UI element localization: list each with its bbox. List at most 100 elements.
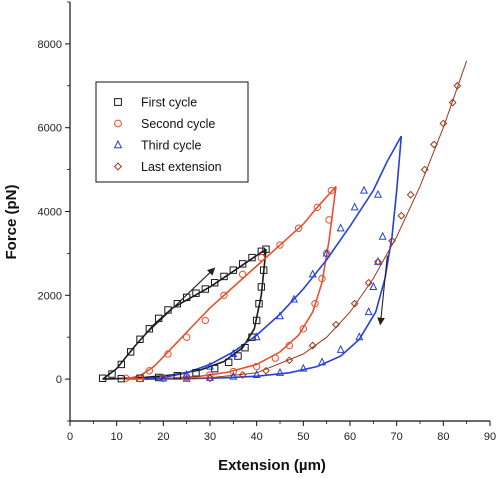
data-point-triangle [322,248,331,257]
legend-marker [114,98,122,106]
data-point-square [117,360,126,369]
data-point-square [259,266,268,274]
fit-curve-retract [144,136,403,380]
data-point-circle [145,367,154,375]
data-point-triangle [275,367,285,376]
legend-marker [114,119,122,128]
axes: 0 10 20 30 40 50 60 70 80 90 0 2000 4000 6000 8000 [38,1,496,443]
legend-label: Third cycle [141,139,201,153]
fit-curve-retract [125,186,337,380]
data-point-triangle [229,349,238,358]
data-point-diamond [238,371,247,379]
data-point-square [248,253,256,262]
data-point-square [201,285,210,293]
data-point-square [126,348,135,356]
fit-curve-extend [102,248,267,380]
data-points [98,81,462,383]
data-point-triangle [182,373,191,382]
data-point-diamond [308,341,317,350]
data-point-circle [285,341,294,350]
y-tick-label: 6000 [38,123,62,135]
data-point-diamond [350,299,359,308]
data-point-square [108,370,116,378]
data-point-triangle [373,189,383,198]
data-point-diamond [285,356,294,365]
legend: First cycle Second cycle Third cycle Last e… [95,81,249,183]
data-point-square [117,374,126,383]
data-point-triangle [252,332,261,341]
data-point-triangle [336,344,345,353]
fit-curve-extend [163,60,468,380]
data-point-triangle [299,363,308,372]
data-point-square [252,316,261,325]
x-tick-label: 0 [67,431,73,443]
data-point-triangle [369,282,378,290]
data-point-square [173,372,182,380]
data-point-triangle [275,311,285,320]
data-point-diamond [406,190,415,199]
data-point-circle [299,325,308,333]
data-point-triangle [289,294,299,303]
data-point-diamond [374,257,382,266]
data-point-diamond [206,374,214,383]
x-tick-label: 10 [111,431,123,443]
data-point-diamond [420,165,429,174]
data-point-square [229,266,238,274]
data-point-circle [164,350,172,358]
data-point-triangle [159,373,168,382]
data-point-square [210,279,219,287]
data-point-circle [294,224,303,232]
fit-curve-extend [125,185,337,380]
legend-marker [113,162,123,171]
x-tick-label: 90 [484,431,496,443]
annotation-arrows [144,255,388,336]
data-point-square [241,343,249,352]
data-point-square [262,245,270,253]
x-tick-label: 50 [297,431,309,443]
data-point-circle [313,203,322,212]
data-point-circle [325,216,333,224]
data-point-circle [220,291,228,299]
data-point-square [255,299,263,308]
data-point-square [224,358,233,367]
data-point-square [173,299,182,308]
data-point-square [238,260,247,268]
data-point-circle [238,270,247,279]
data-point-triangle [350,202,359,211]
data-point-square [98,374,107,382]
data-point-diamond [388,236,396,245]
annotation-arrow [377,255,388,326]
data-point-circle [136,374,144,383]
data-point-triangle [378,231,387,240]
data-point-circle [327,186,336,195]
data-point-diamond [448,98,457,107]
data-point-circle [311,299,319,308]
x-tick-label: 20 [157,431,169,443]
data-point-square [192,369,200,377]
data-point-triangle [364,307,373,316]
data-point-triangle [359,185,369,194]
data-point-circle [229,367,238,376]
data-point-diamond [332,320,340,329]
data-point-circle [276,241,284,249]
x-tick-label: 80 [437,431,449,443]
data-point-triangle [308,269,317,278]
data-point-triangle [229,371,238,380]
data-point-diamond [262,366,270,375]
data-point-triangle [336,223,345,232]
x-tick-label: 30 [204,431,216,443]
data-point-diamond [364,278,373,287]
y-tick-label: 2000 [38,290,62,302]
y-tick-label: 4000 [38,207,62,219]
y-tick-label: 8000 [38,39,62,51]
fit-curve-extend [144,135,402,380]
y-tick-label: 0 [56,374,62,386]
data-point-triangle [182,369,191,378]
data-point-square [257,283,266,291]
legend-label: First cycle [141,96,197,110]
x-tick-label: 40 [251,431,263,443]
data-point-triangle [252,369,261,378]
legend-label: Last extension [141,160,222,174]
data-point-diamond [439,119,448,128]
